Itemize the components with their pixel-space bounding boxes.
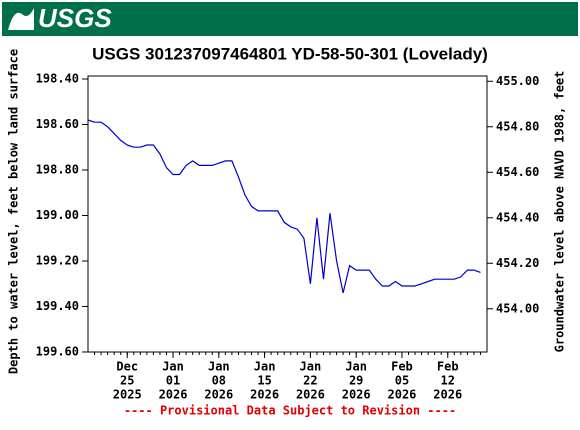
logo-text: USGS <box>38 3 112 33</box>
x-tick-label: 2026 <box>433 388 462 402</box>
x-tick-label: 2026 <box>250 388 279 402</box>
y-tick-label: 199.60 <box>36 345 79 359</box>
y2-tick-label: 454.00 <box>496 301 539 315</box>
y-tick-label: 198.40 <box>36 72 79 86</box>
x-tick-label: 12 <box>441 374 455 388</box>
x-tick-label: 08 <box>212 374 226 388</box>
y2-tick-label: 454.60 <box>496 165 539 179</box>
x-tick-label: 15 <box>257 374 271 388</box>
x-tick-label: 2026 <box>296 388 325 402</box>
header-bar <box>2 2 578 36</box>
plot-frame <box>87 75 488 353</box>
x-tick-label: Jan <box>345 360 367 374</box>
x-tick-label: Feb <box>437 360 459 374</box>
x-tick-label: 25 <box>120 374 134 388</box>
x-tick-label: 2026 <box>388 388 417 402</box>
x-tick-label: 2026 <box>204 388 233 402</box>
y2-tick-label: 454.20 <box>496 256 539 270</box>
x-tick-label: 01 <box>166 374 180 388</box>
x-tick-label: Jan <box>162 360 184 374</box>
x-tick-label: Dec <box>116 360 138 374</box>
x-tick-label: 22 <box>303 374 317 388</box>
x-tick-label: 05 <box>395 374 409 388</box>
y-tick-label: 198.60 <box>36 117 79 131</box>
y2-tick-label: 454.80 <box>496 119 539 133</box>
logo-icon <box>8 8 34 30</box>
y-tick-label: 199.40 <box>36 299 79 313</box>
footer-note: ---- Provisional Data Subject to Revisio… <box>124 404 456 418</box>
y-tick-label: 199.00 <box>36 208 79 222</box>
x-tick-label: Jan <box>300 360 322 374</box>
y-tick-label: 198.80 <box>36 163 79 177</box>
x-tick-label: 29 <box>349 374 363 388</box>
y2-tick-label: 455.00 <box>496 74 539 88</box>
y-tick-label: 199.20 <box>36 254 79 268</box>
x-tick-label: Jan <box>208 360 230 374</box>
x-tick-label: 2026 <box>159 388 188 402</box>
y-axis-label: Depth to water level, feet below land su… <box>7 49 21 374</box>
data-line <box>87 119 481 294</box>
x-tick-label: Feb <box>391 360 413 374</box>
chart-title: USGS 301237097464801 YD-58-50-301 (Lovel… <box>92 44 488 63</box>
y2-axis-label: Groundwater level above NAVD 1988, feet <box>553 71 567 353</box>
x-tick-label: 2026 <box>342 388 371 402</box>
x-tick-label: 2025 <box>113 388 142 402</box>
y2-tick-label: 454.40 <box>496 210 539 224</box>
x-tick-label: Jan <box>254 360 276 374</box>
